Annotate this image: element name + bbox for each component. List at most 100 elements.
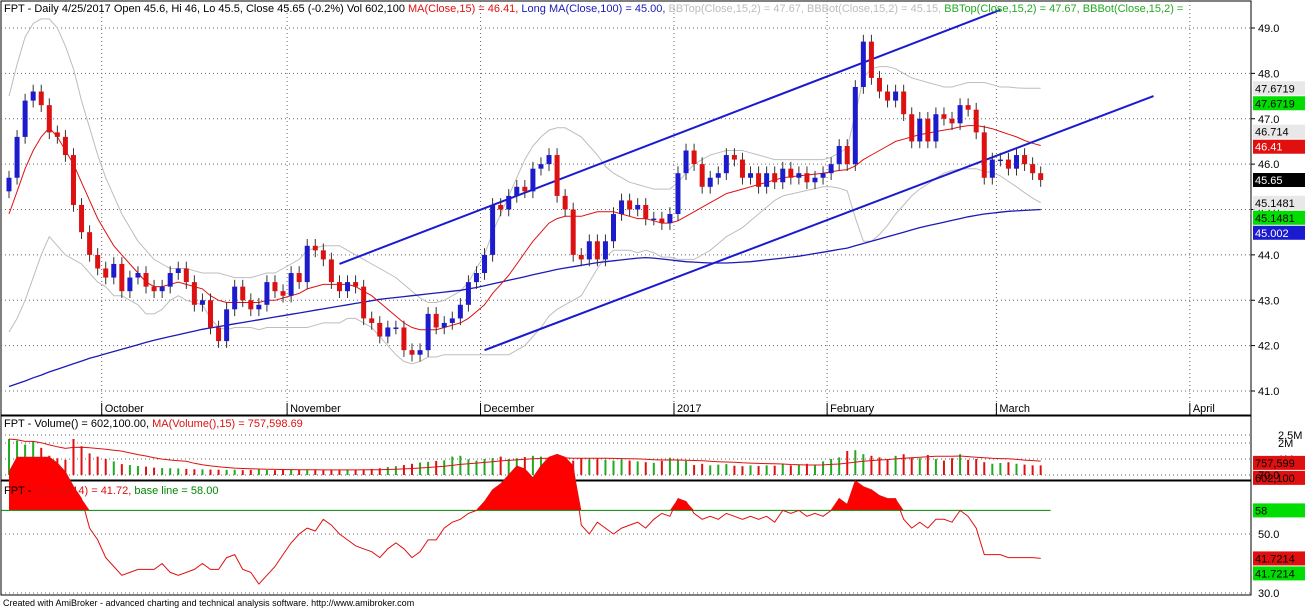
rsi-value-box: 41.7214	[1255, 568, 1295, 580]
candle-body	[6, 177, 12, 192]
candle	[1030, 157, 1036, 181]
candle-body	[232, 286, 238, 310]
candle	[199, 293, 205, 312]
title-part: base line = 58.00	[134, 485, 218, 497]
price-panel[interactable]: October November December 2017 February March…	[0, 0, 1305, 416]
candle	[167, 266, 173, 294]
price-panel-title: FPT - Daily 4/25/2017 Open 45.6, Hi 46, …	[4, 3, 1186, 15]
candle	[530, 161, 536, 199]
candle-body	[941, 114, 947, 119]
candle-body	[336, 282, 342, 292]
candle	[87, 225, 93, 262]
candle	[925, 111, 931, 149]
candle-body	[788, 168, 794, 178]
rsi-tick-label: 30.0	[1258, 588, 1279, 600]
month-label: 2017	[677, 403, 701, 415]
candle	[731, 148, 737, 167]
price-panel-frame	[0, 0, 1252, 416]
candle-body	[602, 241, 608, 260]
candle-body	[119, 263, 125, 292]
candle	[570, 202, 576, 262]
candle-body	[159, 286, 165, 292]
price-value-box-bg	[1253, 81, 1305, 96]
candle-body	[264, 282, 270, 305]
candle-body	[345, 282, 351, 292]
candle	[836, 139, 842, 171]
candle-body	[546, 155, 552, 165]
price-tick-label: 42.0	[1258, 341, 1279, 353]
candle-body	[506, 195, 512, 210]
candle	[844, 139, 850, 171]
candle	[361, 279, 367, 326]
candle-body	[659, 218, 665, 224]
candle-body	[651, 218, 657, 221]
candle	[498, 198, 504, 217]
candle	[917, 111, 923, 149]
candle-body	[103, 268, 109, 278]
candle	[1038, 166, 1044, 187]
candle	[208, 293, 213, 335]
candle	[38, 84, 44, 112]
candle	[981, 125, 987, 185]
candle	[820, 166, 826, 185]
candle	[997, 152, 1003, 167]
rsi-panel[interactable]: 30.0 50.0 70.0 58 41.7214 41.7214 FPT - RSI-…	[0, 453, 1305, 600]
candle-body	[949, 118, 955, 124]
candle-body	[377, 322, 383, 337]
price-tick-label: 43.0	[1258, 295, 1279, 307]
candle-body	[772, 173, 778, 183]
rsi-tick-label: 70.0	[1258, 470, 1279, 482]
price-value-box: 46.41	[1255, 142, 1283, 154]
moving-averages	[8, 125, 1041, 388]
candle-body	[1038, 173, 1044, 181]
price-value-box: 46.714	[1255, 127, 1289, 139]
candle-body	[562, 195, 568, 210]
volume-panel-frame	[0, 415, 1252, 481]
rsi-overbought-fill	[9, 454, 1041, 511]
candle	[635, 198, 641, 217]
month-label: April	[1193, 403, 1215, 415]
candle-body	[95, 254, 101, 269]
candle	[715, 166, 721, 185]
candle	[949, 111, 955, 131]
candle	[256, 297, 262, 317]
price-value-box: 45.002	[1255, 228, 1289, 240]
candle	[345, 275, 351, 298]
bb-top-line	[8, 18, 1041, 303]
ma15-line	[8, 125, 1041, 331]
candle-body	[191, 282, 197, 305]
candle	[385, 320, 391, 344]
candle	[594, 234, 600, 267]
title-part: MA(Close,15) = 46.41,	[408, 3, 521, 15]
rsi-value-box: 58	[1255, 505, 1267, 517]
candle-body	[167, 273, 173, 287]
candle	[619, 193, 625, 221]
candle	[691, 143, 697, 171]
volume-value-box: 757,599	[1255, 458, 1295, 470]
candle-body	[143, 273, 149, 287]
candle-body	[997, 159, 1003, 162]
candle-body	[691, 150, 697, 165]
candle-body	[353, 282, 359, 287]
candle	[449, 311, 455, 330]
candle	[191, 275, 197, 312]
month-label: March	[999, 403, 1030, 415]
candle	[95, 248, 101, 276]
candle	[296, 266, 302, 289]
candle	[643, 198, 649, 226]
candle-body	[248, 300, 254, 310]
price-value-boxes: 47.6719 47.6719 46.714 46.41 45.65 45.1481 45.…	[1253, 81, 1305, 240]
candle	[46, 98, 52, 140]
candle	[377, 316, 383, 344]
volume-ma-line	[8, 438, 1041, 471]
candle-body	[54, 132, 60, 137]
candle-body	[288, 273, 294, 296]
candle-body	[917, 118, 923, 142]
candle-body	[272, 282, 278, 292]
candle	[659, 211, 665, 230]
rsi-panel-title: FPT - RSI-30(14) = 41.72, base line = 58…	[4, 485, 218, 497]
candle-body	[441, 322, 447, 328]
candle-body	[619, 200, 625, 215]
rsi-value-boxes: 58 41.7214 41.7214	[1253, 503, 1305, 581]
candle-body	[79, 204, 85, 233]
